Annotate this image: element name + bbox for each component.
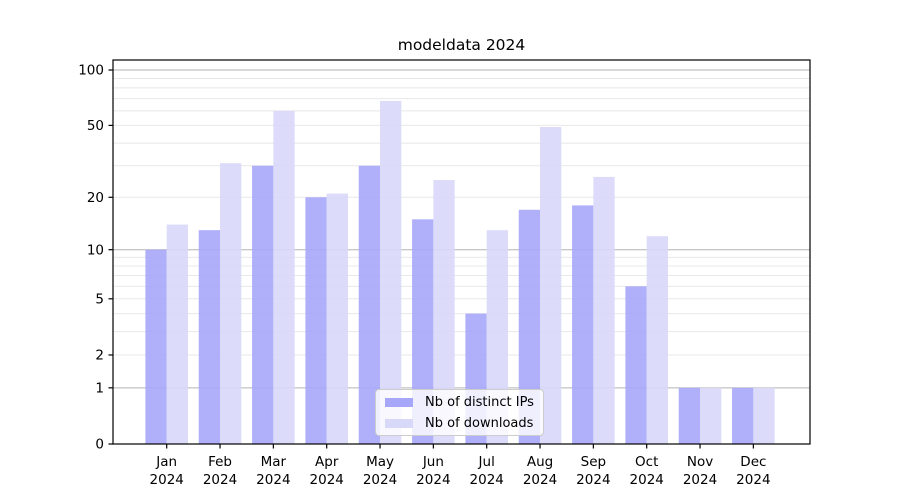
x-tick-label-year: 2024 [150,472,184,488]
x-tick-label-month: Apr [315,454,339,470]
bar-downloads-oct [646,236,668,444]
x-tick-label-year: 2024 [203,472,237,488]
bar-downloads-sep [593,176,615,444]
x-tick-label-month: Feb [208,454,232,470]
bar-downloads-apr [326,193,348,444]
bar-ips-aug [518,209,541,444]
legend-item-downloads: Nb of downloads [385,415,543,432]
x-tick-label-year: 2024 [683,472,717,488]
x-tick-label-month: Mar [261,454,287,470]
chart-title: modeldata 2024 [397,36,526,54]
y-tick-label: 1 [95,380,104,396]
legend-label-downloads: Nb of downloads [425,415,534,431]
bar-ips-mar [252,165,274,444]
plot-border [112,59,811,445]
x-tick-label-year: 2024 [416,472,450,488]
y-tick-label: 50 [87,118,104,134]
x-tick-label-year: 2024 [363,472,397,488]
x-tick-label-year: 2024 [256,472,290,488]
x-tick-label-month: Dec [740,454,766,470]
y-tick-label: 5 [95,291,104,307]
bar-downloads-dec [753,387,775,444]
x-tick-label-year: 2024 [630,472,664,488]
bar-downloads-aug [540,126,562,444]
downloads-swatch-icon [385,418,413,428]
y-tick-label: 100 [78,63,104,79]
y-tick-label: 10 [87,242,104,258]
legend-item-distinct-ips: Nb of distinct IPs [385,394,543,411]
bar-downloads-nov [700,387,722,444]
bar-downloads-jan [166,224,188,444]
x-tick-label-month: May [366,454,394,470]
x-tick-label-year: 2024 [470,472,504,488]
bar-downloads-mar [273,110,295,445]
bar-ips-feb [198,230,221,444]
bar-ips-apr [305,197,327,444]
x-tick-label-year: 2024 [736,472,770,488]
bar-downloads-may [380,100,402,445]
x-tick-label-year: 2024 [576,472,610,488]
bar-ips-nov [678,387,701,444]
y-tick-label: 0 [95,437,104,453]
bar-downloads-feb [220,163,242,445]
bar-downloads-jun [433,179,455,444]
distinct-ips-swatch-icon [385,397,413,407]
x-tick-label-month: Jan [155,454,177,470]
x-tick-label-month: Oct [635,454,658,470]
x-tick-label-month: Aug [527,454,553,470]
legend-label-distinct-ips: Nb of distinct IPs [425,394,534,410]
y-tick-label: 20 [87,190,104,206]
bar-ips-jun [412,219,434,444]
x-tick-label-month: Nov [687,454,713,470]
y-tick-label: 2 [95,348,104,364]
x-tick-label-year: 2024 [310,472,344,488]
bar-ips-may [358,165,381,444]
x-tick-label-month: Sep [581,454,606,470]
legend: Nb of distinct IPs Nb of downloads [375,389,544,436]
bar-ips-sep [572,205,594,444]
x-tick-label-month: Jun [422,454,444,470]
bar-ips-oct [625,286,647,444]
x-tick-label-year: 2024 [523,472,557,488]
bar-ips-jan [145,249,167,444]
x-tick-label-month: Jul [478,454,495,470]
bar-ips-dec [732,387,754,444]
